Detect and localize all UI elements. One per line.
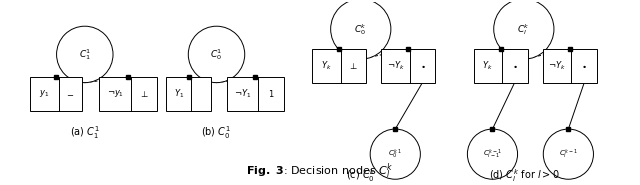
Text: $\neg Y_k$: $\neg Y_k$ xyxy=(548,60,566,72)
Text: $C_l^k$: $C_l^k$ xyxy=(517,22,531,36)
Bar xyxy=(99,77,157,111)
Ellipse shape xyxy=(331,0,391,59)
Ellipse shape xyxy=(543,129,593,179)
Text: $\neg y_1$: $\neg y_1$ xyxy=(107,88,124,99)
Text: (b) $C_0^1$: (b) $C_0^1$ xyxy=(202,124,232,141)
Text: $C_0^{k\ 1}$: $C_0^{k\ 1}$ xyxy=(388,147,403,161)
Text: (c) $C_0^k$: (c) $C_0^k$ xyxy=(346,167,376,184)
Text: $-$: $-$ xyxy=(67,89,74,98)
Text: $Y_1$: $Y_1$ xyxy=(174,88,184,100)
Bar xyxy=(381,49,435,83)
Ellipse shape xyxy=(188,26,244,83)
Bar xyxy=(474,49,527,83)
Text: $\bullet$: $\bullet$ xyxy=(420,61,426,70)
Bar xyxy=(30,77,82,111)
Bar xyxy=(227,77,284,111)
Text: $C_1^1$: $C_1^1$ xyxy=(79,47,91,62)
Text: $C_0^k$: $C_0^k$ xyxy=(355,22,367,36)
Ellipse shape xyxy=(56,26,113,83)
Text: (a) $C_1^1$: (a) $C_1^1$ xyxy=(70,124,100,141)
Ellipse shape xyxy=(493,0,554,59)
Bar xyxy=(543,49,597,83)
Text: $\mathbf{Fig.\ 3}$: Decision nodes $C_l^k$: $\mathbf{Fig.\ 3}$: Decision nodes $C_l^… xyxy=(246,162,394,181)
Text: $\bullet$: $\bullet$ xyxy=(581,61,587,70)
Text: $\bot$: $\bot$ xyxy=(348,61,358,71)
Ellipse shape xyxy=(467,129,518,179)
Text: $Y_k$: $Y_k$ xyxy=(321,60,332,72)
Text: $1$: $1$ xyxy=(268,88,275,99)
Text: $\bot$: $\bot$ xyxy=(139,89,149,99)
Text: $Y_k$: $Y_k$ xyxy=(483,60,493,72)
Ellipse shape xyxy=(370,129,420,179)
Bar xyxy=(312,49,367,83)
Text: $y_1$: $y_1$ xyxy=(40,88,50,99)
Bar xyxy=(166,77,211,111)
Text: $\bullet$: $\bullet$ xyxy=(512,61,518,70)
Text: (d) $C_l^k$ for $l > 0$: (d) $C_l^k$ for $l > 0$ xyxy=(488,167,559,184)
Text: $C_0^1$: $C_0^1$ xyxy=(211,47,223,62)
Text: $\neg Y_1$: $\neg Y_1$ xyxy=(234,88,252,100)
Text: $C_l^{k-1}$: $C_l^{k-1}$ xyxy=(559,147,578,161)
Text: $\neg Y_k$: $\neg Y_k$ xyxy=(387,60,404,72)
Text: $C_{l-1}^{k-1}$: $C_{l-1}^{k-1}$ xyxy=(483,147,502,161)
